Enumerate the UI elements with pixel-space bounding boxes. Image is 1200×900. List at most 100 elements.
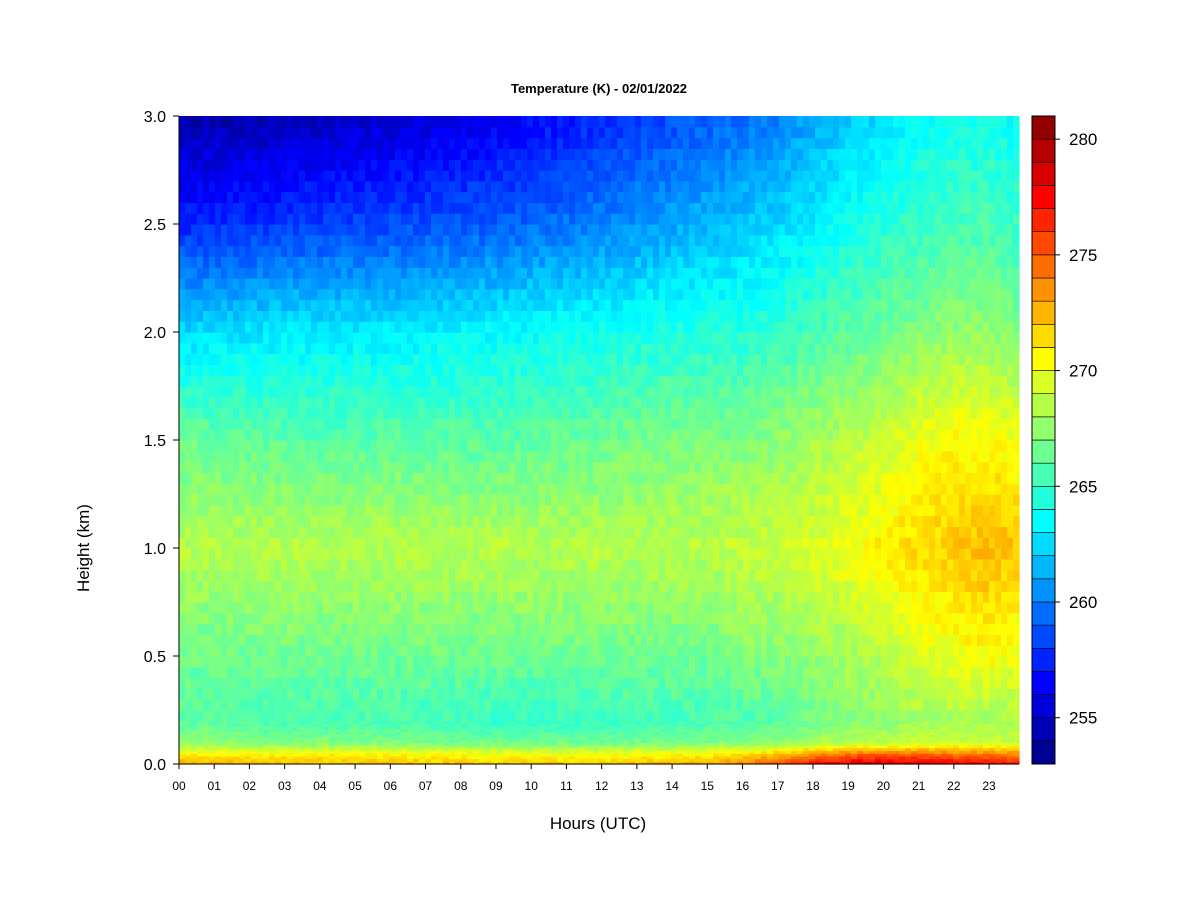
heatmap-cell [389, 245, 396, 257]
heatmap-cell [485, 755, 492, 760]
heatmap-cell [515, 159, 522, 171]
heatmap-cell [281, 580, 288, 592]
heatmap-cell [545, 396, 552, 409]
heatmap-cell [323, 758, 330, 762]
heatmap-cell [281, 591, 288, 603]
heatmap-cell [269, 267, 276, 279]
heatmap-cell [491, 310, 498, 322]
heatmap-cell [293, 386, 300, 398]
heatmap-cell [521, 202, 528, 214]
heatmap-cell [425, 720, 432, 725]
heatmap-cell [395, 342, 402, 355]
heatmap-cell [491, 288, 498, 301]
heatmap-cell [455, 569, 462, 581]
heatmap-cell [467, 548, 474, 560]
heatmap-cell [305, 612, 312, 625]
heatmap-cell [395, 375, 402, 387]
heatmap-cell [485, 396, 492, 409]
heatmap-cell [353, 755, 360, 760]
heatmap-cell [323, 299, 330, 311]
heatmap-cell [413, 180, 420, 193]
heatmap-cell [539, 761, 546, 765]
heatmap-cell [443, 580, 450, 592]
heatmap-cell [233, 645, 240, 657]
heatmap-cell [317, 645, 324, 657]
heatmap-cell [539, 299, 546, 311]
heatmap-cell [335, 699, 342, 711]
heatmap-cell [269, 224, 276, 236]
heatmap-cell [533, 747, 540, 752]
heatmap-cell [575, 407, 582, 419]
heatmap-cell [413, 278, 420, 290]
heatmap-cell [521, 726, 528, 730]
heatmap-cell [305, 418, 312, 430]
heatmap-cell [383, 726, 390, 730]
heatmap-cell [479, 278, 486, 290]
heatmap-cell [305, 699, 312, 711]
heatmap-cell [563, 734, 570, 738]
heatmap-cell [251, 750, 258, 754]
heatmap-cell [383, 126, 390, 139]
heatmap-cell [233, 461, 240, 473]
heatmap-cell [509, 332, 516, 344]
heatmap-cell [431, 645, 438, 657]
heatmap-cell [215, 234, 222, 247]
heatmap-cell [221, 758, 228, 762]
heatmap-cell [257, 342, 264, 355]
heatmap-cell [515, 126, 522, 139]
heatmap-cell [317, 116, 324, 128]
heatmap-cell [449, 278, 456, 290]
heatmap-cell [263, 666, 270, 679]
heatmap-cell [461, 213, 468, 225]
heatmap-cell [527, 407, 534, 419]
heatmap-cell [263, 364, 270, 376]
heatmap-cell [455, 353, 462, 365]
heatmap-cell [251, 407, 258, 419]
heatmap-cell [245, 699, 252, 711]
heatmap-cell [191, 278, 198, 290]
heatmap-cell [419, 753, 426, 757]
heatmap-cell [467, 688, 474, 700]
heatmap-cell [425, 558, 432, 571]
heatmap-cell [581, 494, 588, 506]
heatmap-cell [401, 288, 408, 301]
heatmap-cell [419, 731, 426, 735]
heatmap-cell [467, 267, 474, 279]
heatmap-cell [311, 256, 318, 268]
heatmap-cell [299, 634, 306, 646]
heatmap-cell [581, 726, 588, 730]
heatmap-cell [521, 602, 528, 614]
heatmap-cell [521, 569, 528, 581]
heatmap-cell [305, 742, 312, 746]
heatmap-cell [233, 116, 240, 128]
heatmap-cell [305, 634, 312, 646]
heatmap-cell [185, 645, 192, 657]
heatmap-cell [407, 723, 414, 727]
heatmap-cell [383, 558, 390, 571]
heatmap-cell [461, 450, 468, 463]
heatmap-cell [473, 710, 480, 722]
heatmap-cell [341, 450, 348, 463]
heatmap-cell [449, 558, 456, 571]
heatmap-cell [521, 753, 528, 757]
heatmap-cell [299, 688, 306, 700]
heatmap-cell [485, 739, 492, 743]
heatmap-cell [491, 723, 498, 727]
heatmap-cell [443, 739, 450, 743]
heatmap-cell [563, 688, 570, 700]
heatmap-cell [581, 734, 588, 738]
heatmap-cell [407, 548, 414, 560]
heatmap-cell [185, 450, 192, 463]
heatmap-cell [395, 191, 402, 203]
heatmap-cell [269, 278, 276, 290]
heatmap-cell [185, 288, 192, 301]
heatmap-cell [443, 137, 450, 149]
heatmap-cell [485, 731, 492, 735]
heatmap-cell [581, 288, 588, 301]
heatmap-cell [449, 494, 456, 506]
heatmap-cell [533, 299, 540, 311]
heatmap-cell [497, 440, 504, 452]
heatmap-cell [287, 537, 294, 549]
heatmap-cell [245, 710, 252, 722]
heatmap-cell [515, 396, 522, 409]
